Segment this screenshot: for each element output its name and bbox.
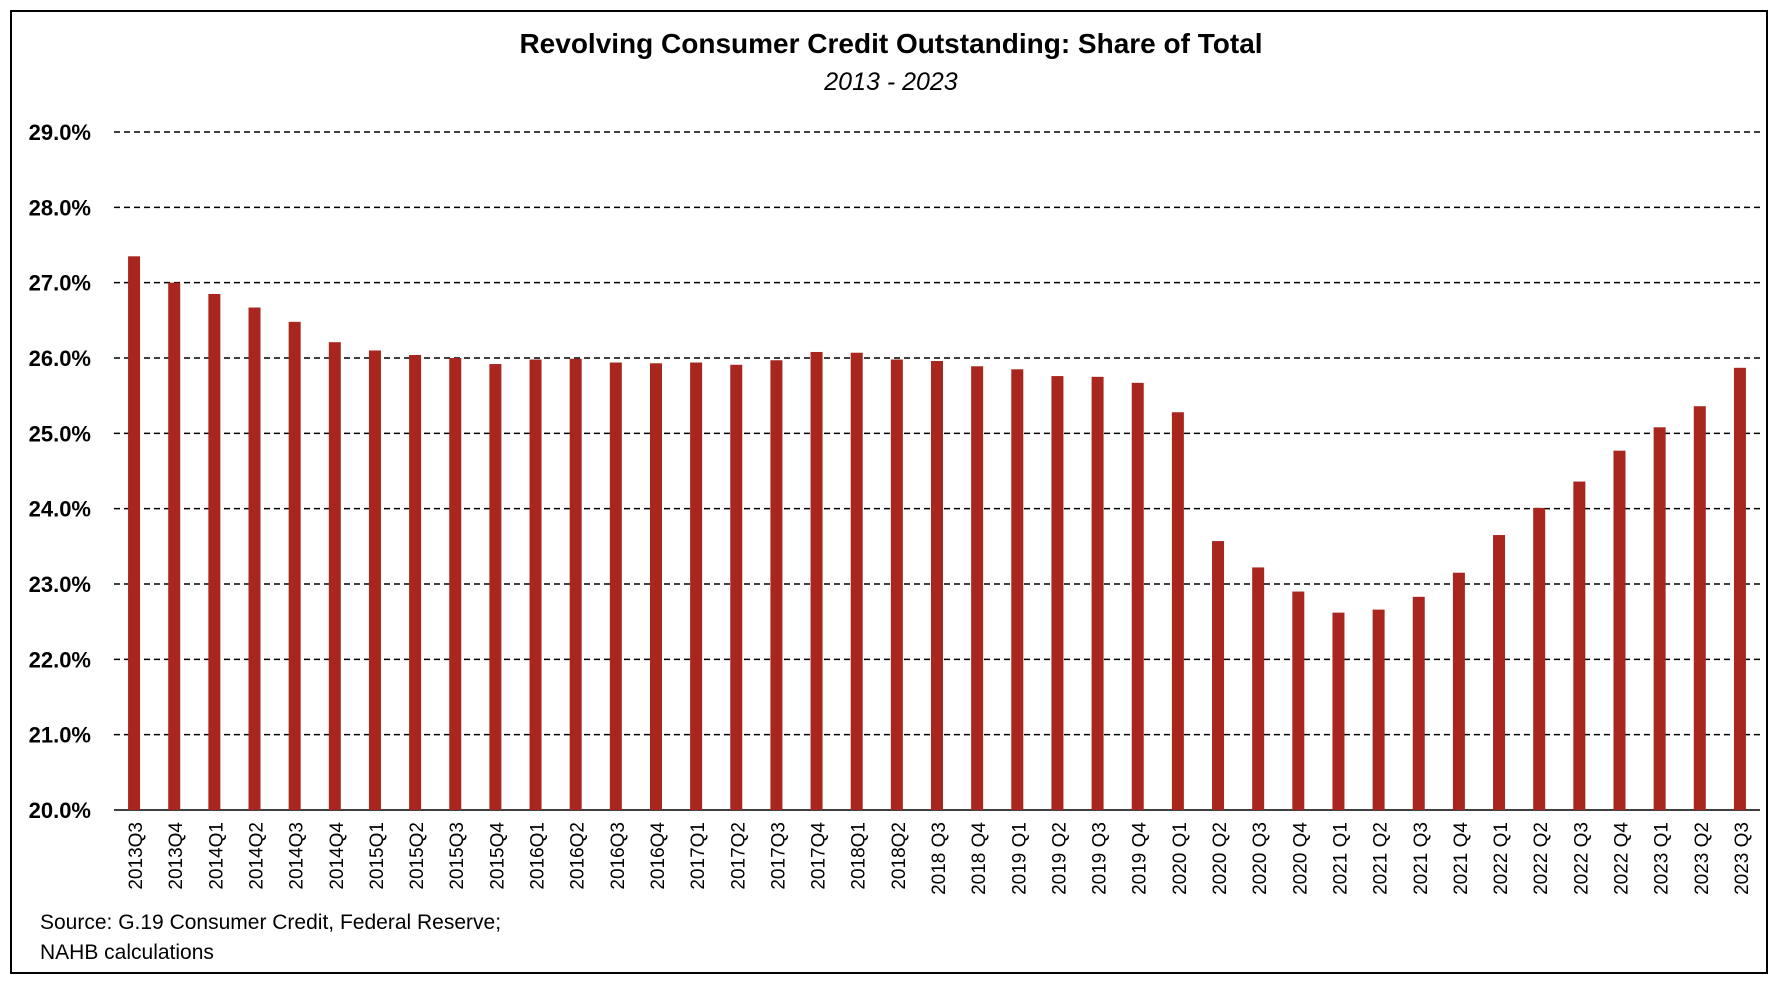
y-tick-label: 24.0% xyxy=(29,497,91,522)
x-tick-label: 2018Q1 xyxy=(849,822,870,890)
y-tick-label: 23.0% xyxy=(29,572,91,597)
x-tick-label: 2022 Q4 xyxy=(1611,822,1632,895)
y-tick-label: 20.0% xyxy=(29,798,91,823)
x-tick-label: 2021 Q4 xyxy=(1451,822,1472,895)
x-tick-label: 2017Q1 xyxy=(688,822,709,890)
x-tick-label: 2015Q2 xyxy=(407,822,428,890)
bar xyxy=(1452,572,1465,810)
x-tick-label: 2020 Q2 xyxy=(1210,822,1231,895)
x-tick-label: 2023 Q1 xyxy=(1652,822,1673,895)
bar xyxy=(248,307,261,810)
x-tick-label: 2019 Q2 xyxy=(1049,822,1070,895)
x-tick-label: 2021 Q3 xyxy=(1411,822,1432,895)
y-tick-label: 27.0% xyxy=(29,271,91,296)
x-tick-label: 2017Q3 xyxy=(768,822,789,890)
bar xyxy=(569,358,582,810)
x-tick-label: 2018 Q3 xyxy=(929,822,950,895)
bar xyxy=(1372,609,1385,810)
x-tick-label: 2016Q3 xyxy=(608,822,629,890)
x-tick-label: 2023 Q3 xyxy=(1732,822,1753,895)
x-tick-label: 2016Q1 xyxy=(528,822,549,890)
bar xyxy=(931,361,943,810)
bar xyxy=(489,364,502,810)
x-tick-label: 2021 Q2 xyxy=(1371,822,1392,895)
x-tick-label: 2016Q2 xyxy=(568,822,589,890)
bar xyxy=(1252,567,1265,810)
x-tick-label: 2022 Q1 xyxy=(1491,822,1512,895)
y-tick-label: 22.0% xyxy=(29,647,91,672)
bar xyxy=(609,362,622,810)
bar xyxy=(1091,376,1104,810)
y-tick-label: 26.0% xyxy=(29,346,91,371)
bar xyxy=(1332,612,1345,810)
x-tick-label: 2013Q4 xyxy=(166,822,187,890)
chart-subtitle: 2013 - 2023 xyxy=(824,68,958,96)
bar xyxy=(128,256,141,810)
y-tick-label: 21.0% xyxy=(29,723,91,748)
x-tick-label: 2017Q4 xyxy=(809,822,830,890)
bar xyxy=(1693,406,1706,810)
source-line-1: Source: G.19 Consumer Credit, Federal Re… xyxy=(40,911,502,934)
y-tick-label: 25.0% xyxy=(29,421,91,446)
x-tick-label: 2015Q1 xyxy=(367,822,388,890)
bar xyxy=(288,321,301,810)
x-tick-label: 2020 Q1 xyxy=(1170,822,1191,895)
x-tick-label: 2015Q4 xyxy=(487,822,508,890)
y-tick-label: 28.0% xyxy=(29,195,91,220)
bar xyxy=(328,342,341,810)
chart-title: Revolving Consumer Credit Outstanding: S… xyxy=(519,28,1263,59)
x-tick-label: 2019 Q4 xyxy=(1130,822,1151,895)
x-tick-label: 2015Q3 xyxy=(447,822,468,890)
source-note: Source: G.19 Consumer Credit, Federal Re… xyxy=(40,908,501,968)
x-tick-label: 2018 Q4 xyxy=(969,822,990,895)
bar xyxy=(409,354,422,810)
bar xyxy=(1653,427,1666,810)
bar xyxy=(1212,541,1225,810)
bar xyxy=(1733,367,1746,810)
x-tick-label: 2014Q3 xyxy=(287,822,308,890)
bar xyxy=(810,351,823,810)
x-tick-label: 2022 Q2 xyxy=(1531,822,1552,895)
x-tick-label: 2017Q2 xyxy=(728,822,749,890)
y-tick-label: 29.0% xyxy=(29,120,91,145)
source-line-2: NAHB calculations xyxy=(40,941,214,964)
x-tick-label: 2016Q4 xyxy=(648,822,669,890)
x-tick-label: 2018Q2 xyxy=(889,822,910,890)
chart-frame xyxy=(10,10,1768,974)
bar xyxy=(1613,450,1626,810)
x-tick-label: 2014Q2 xyxy=(247,822,268,890)
x-tick-label: 2023 Q2 xyxy=(1692,822,1713,895)
bar xyxy=(208,293,221,810)
x-tick-label: 2013Q3 xyxy=(126,822,147,890)
bar xyxy=(1051,376,1064,810)
bar xyxy=(1533,507,1546,810)
bar xyxy=(449,358,462,810)
x-tick-label: 2014Q1 xyxy=(206,822,227,890)
bar xyxy=(368,350,381,810)
x-tick-label: 2020 Q4 xyxy=(1290,822,1311,895)
bar xyxy=(690,362,703,810)
x-tick-label: 2022 Q3 xyxy=(1571,822,1592,895)
x-tick-label: 2020 Q3 xyxy=(1250,822,1271,895)
bar xyxy=(1011,369,1024,810)
x-tick-label: 2019 Q1 xyxy=(1009,822,1030,895)
bar xyxy=(850,352,863,810)
bar xyxy=(971,366,984,810)
bar xyxy=(649,363,662,810)
bar xyxy=(1493,535,1506,810)
bar xyxy=(1573,481,1586,810)
bar xyxy=(168,282,181,811)
x-tick-label: 2014Q4 xyxy=(327,822,348,890)
bar xyxy=(890,359,903,810)
bar xyxy=(1412,596,1425,810)
bar xyxy=(730,364,743,810)
bar xyxy=(1292,591,1305,810)
bar xyxy=(529,359,542,810)
bar xyxy=(770,360,783,810)
bar xyxy=(1131,382,1144,810)
x-tick-label: 2019 Q3 xyxy=(1090,822,1111,895)
x-tick-label: 2021 Q1 xyxy=(1330,822,1351,895)
bar xyxy=(1171,412,1184,810)
